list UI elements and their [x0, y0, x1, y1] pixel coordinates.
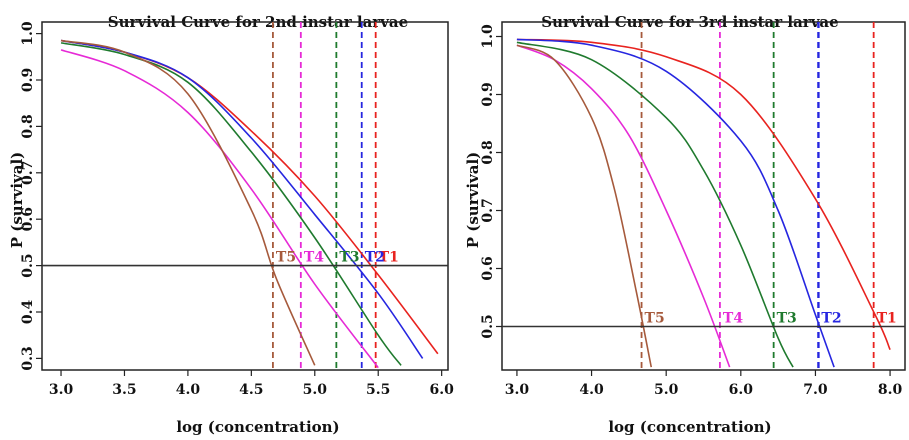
series-line-t5 [516, 44, 653, 368]
plot-area: 3.0 3.5 4.0 4.5 5.0 5.5 6.0 0.3 0.4 0.5 0.6 0.7 0.8 0… [20, 21, 454, 398]
series-label-t2: T2 [821, 311, 841, 327]
series-line-t4 [516, 44, 731, 368]
x-tick-label: 3.5 [112, 382, 136, 398]
chart-3rd-instar: Survival Curve for 3rd instar larvae log… [464, 13, 906, 436]
series-label-t1: T1 [379, 250, 399, 266]
x-tick-label: 5.0 [303, 382, 328, 398]
series-line-t2 [60, 39, 424, 359]
series-label-t1: T1 [877, 311, 897, 327]
y-tick-label: 0.5 [20, 253, 36, 277]
y-tick-label: 0.7 [480, 198, 496, 222]
x-tick-label: 6.0 [729, 382, 754, 398]
y-tick-label: 0.8 [20, 114, 36, 138]
y-tick-label: 0.9 [20, 68, 36, 92]
series-label-t3: T3 [339, 250, 359, 266]
y-tick-label: 0.9 [480, 82, 496, 106]
y-tick-label: 0.4 [20, 300, 36, 325]
y-tick-label: 1.0 [480, 24, 496, 49]
x-tick-label: 8.0 [878, 382, 903, 398]
plot-frame [501, 21, 906, 371]
series-line-t4 [60, 49, 379, 369]
series-line-t3 [60, 42, 402, 366]
y-tick-label: 0.6 [20, 207, 36, 231]
x-tick-label: 4.5 [239, 382, 263, 398]
x-tick-label: 3.0 [505, 382, 530, 398]
series-label-t5: T5 [276, 250, 296, 266]
y-axis-label: P (survival) [8, 152, 26, 249]
x-tick-label: 4.0 [579, 382, 604, 398]
x-tick-label: 5.0 [654, 382, 679, 398]
series-line-t5 [60, 39, 316, 366]
x-tick-label: 4.0 [176, 382, 201, 398]
series-line-t2 [516, 38, 835, 368]
y-axis-label: P (survival) [464, 152, 482, 249]
series-line-t3 [516, 41, 794, 368]
y-tick-label: 0.5 [480, 314, 496, 338]
series-label-t4: T4 [723, 311, 743, 327]
y-tick-label: 1.0 [20, 21, 36, 46]
series-label-t5: T5 [645, 311, 665, 327]
x-tick-label: 3.0 [49, 382, 74, 398]
series-label-t3: T3 [777, 311, 797, 327]
x-tick-label: 5.5 [366, 382, 390, 398]
series-label-t4: T4 [304, 250, 324, 266]
series-label-t2: T2 [365, 250, 385, 266]
chart-2nd-instar: Survival Curve for 2nd instar larvae log… [8, 13, 454, 436]
plot-area: 3.0 4.0 5.0 6.0 7.0 8.0 0.5 0.6 0.7 0.8 0.9 1.0 T1 T2… [480, 22, 905, 398]
y-tick-label: 0.8 [480, 140, 496, 164]
x-tick-label: 6.0 [429, 382, 454, 398]
y-tick-label: 0.6 [480, 256, 496, 280]
x-axis-label: log (concentration) [608, 418, 771, 436]
y-tick-label: 0.3 [20, 346, 36, 370]
series-line-t1 [516, 38, 891, 351]
y-tick-label: 0.7 [20, 161, 36, 185]
x-tick-label: 7.0 [803, 382, 828, 398]
series-line-t1 [60, 39, 439, 355]
plot-frame [41, 21, 449, 371]
x-axis-label: log (concentration) [176, 418, 339, 436]
